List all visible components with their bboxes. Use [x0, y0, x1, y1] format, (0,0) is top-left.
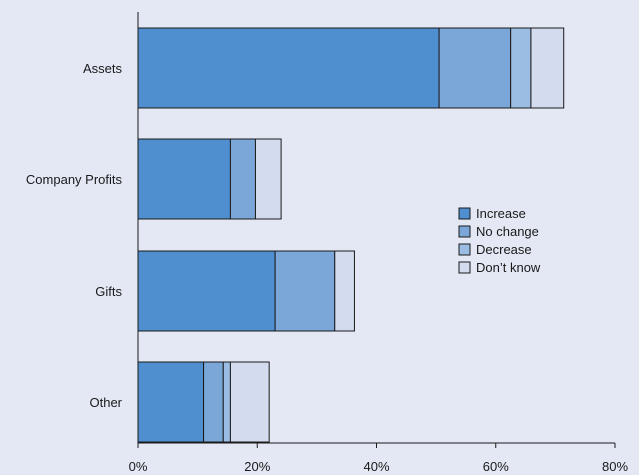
bar-assets-decrease — [510, 27, 532, 109]
x-tick-label: 40% — [363, 459, 389, 474]
legend-label: Decrease — [476, 242, 532, 257]
legend-label: Increase — [476, 206, 526, 221]
bar-other-increase — [137, 361, 205, 443]
legend-label: No change — [476, 224, 539, 239]
bar-other-decrease — [222, 361, 231, 443]
bar-gifts-don-t-know — [334, 250, 355, 332]
x-tick-label: 0% — [129, 459, 148, 474]
legend: Increase No change Decrease Don’t know — [458, 206, 541, 275]
x-tick-label: 60% — [483, 459, 509, 474]
x-tick-label: 20% — [244, 459, 270, 474]
bar-assets-increase — [137, 27, 440, 109]
legend-swatch — [458, 225, 471, 238]
category-label: Assets — [83, 61, 123, 76]
legend-swatch — [458, 243, 471, 256]
legend-swatch — [458, 207, 471, 220]
bar-assets-no-change — [438, 27, 512, 109]
category-label: Gifts — [95, 284, 122, 299]
bar-gifts-increase — [137, 250, 276, 332]
bar-gifts-no-change — [274, 250, 336, 332]
x-tick-label: 80% — [602, 459, 628, 474]
bar-company-profits-no-change — [229, 138, 256, 220]
category-label: Other — [89, 395, 122, 410]
bar-other-no-change — [203, 361, 224, 443]
category-label: Company Profits — [26, 172, 123, 187]
legend-label: Don’t know — [476, 260, 541, 275]
bar-area — [137, 27, 565, 443]
bar-company-profits-increase — [137, 138, 231, 220]
bar-other-don-t-know — [229, 361, 270, 443]
axes: Assets Company Profits Gifts Other 0% 20% 40% 6… — [26, 12, 628, 474]
bar-assets-don-t-know — [530, 27, 565, 109]
legend-swatch — [458, 261, 471, 274]
bar-company-profits-don-t-know — [254, 138, 282, 220]
